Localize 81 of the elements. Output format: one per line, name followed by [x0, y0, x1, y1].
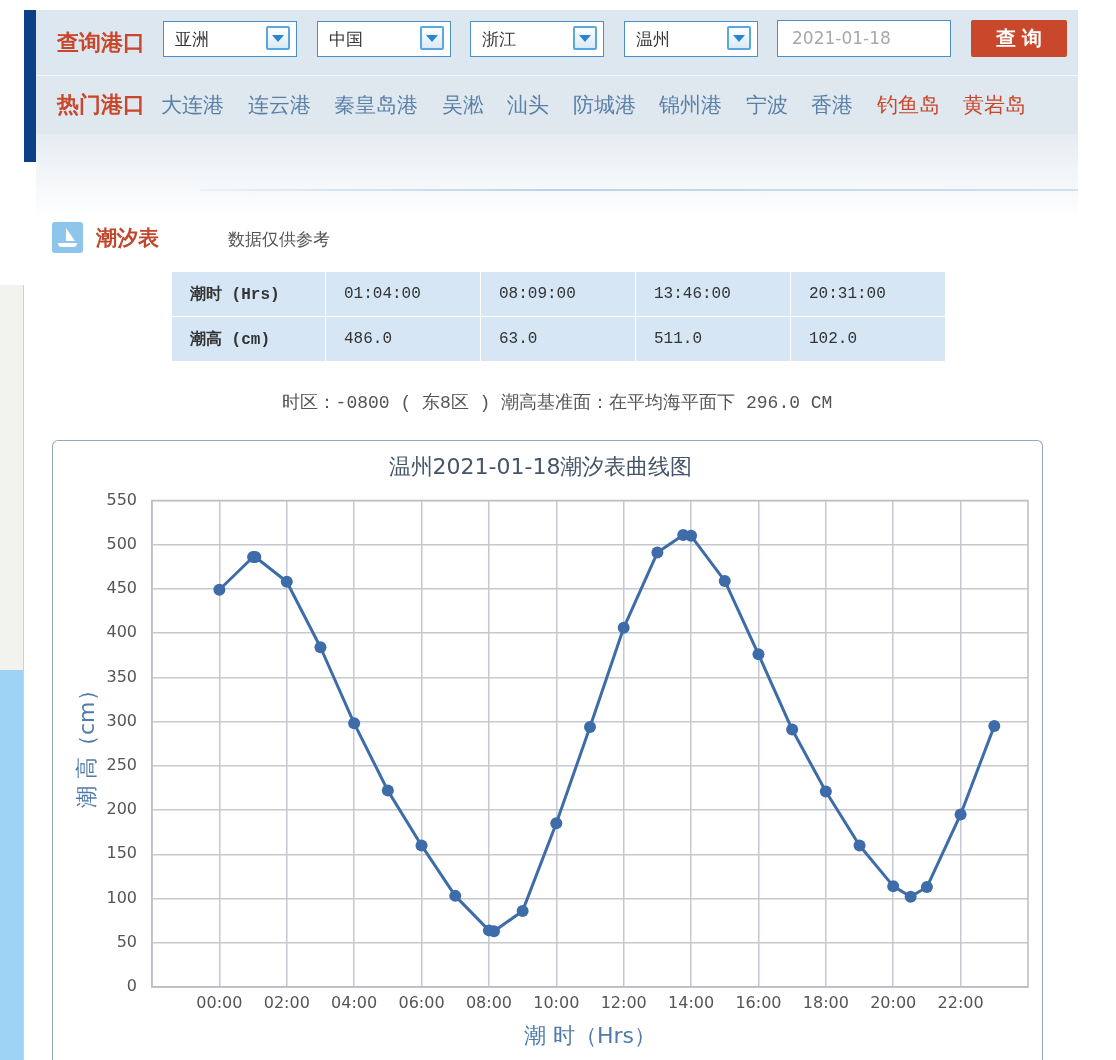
point: [954, 808, 967, 821]
x-tick-label: 10:00: [533, 992, 580, 1012]
text: 连云港: [247, 92, 311, 119]
point: [584, 720, 596, 733]
point: [718, 574, 731, 587]
text: 大连港: [161, 92, 224, 119]
x-tick-label: 00:00: [196, 992, 243, 1012]
text: 数据仅供参考: [228, 228, 330, 251]
y-tick-label: 100: [106, 887, 137, 907]
x-tick-label: 02:00: [263, 992, 310, 1012]
x-tick-label: 06:00: [398, 992, 445, 1012]
date-field: 2021-01-18: [777, 20, 951, 57]
point: [988, 720, 1001, 733]
y-tick-label: 450: [106, 578, 137, 598]
text: 黄岩岛: [963, 92, 1026, 119]
y-tick-label: 300: [106, 710, 137, 730]
point: [786, 723, 799, 736]
search-button: 查询: [971, 20, 1067, 57]
text: 102.0: [790, 316, 946, 362]
y-tick-label: 200: [106, 799, 137, 819]
text: 486.0: [325, 316, 481, 362]
text: 时区：-0800 ( 东8区 ) 潮高基准面：在平均海平面下 296.0 CM: [280, 392, 834, 415]
point: [348, 717, 361, 730]
text: 01:04:00: [325, 271, 481, 317]
x-tick-label: 16:00: [735, 992, 782, 1012]
text: 防城港: [572, 92, 636, 119]
text: 秦皇岛港: [334, 92, 418, 119]
dropdown-field: 亚洲: [163, 21, 297, 57]
point: [516, 904, 529, 917]
y-axis-title: 潮 高（cm）: [73, 679, 99, 808]
y-tick-label: 500: [106, 533, 137, 553]
text: 511.0: [635, 316, 791, 362]
text: 63.0: [480, 316, 636, 362]
text: 吴淞: [441, 92, 484, 119]
point: [381, 784, 394, 797]
point: [280, 575, 293, 588]
x-tick-label: 18:00: [802, 992, 849, 1012]
text: 汕头: [507, 92, 549, 119]
point: [314, 641, 327, 654]
text: 热门港口: [57, 91, 145, 119]
text: 香港: [811, 92, 853, 119]
text: 潮高 (cm): [171, 316, 326, 362]
text: 查询港口: [57, 29, 145, 57]
point: [887, 880, 900, 893]
y-tick-label: 0: [126, 976, 137, 996]
y-tick-label: 400: [106, 622, 137, 642]
point: [819, 785, 832, 798]
text: 13:46:00: [635, 271, 791, 317]
text: 宁波: [745, 92, 788, 119]
x-tick-label: 22:00: [937, 992, 984, 1012]
text: 08:09:00: [480, 271, 636, 317]
y-tick-label: 350: [106, 666, 137, 686]
point: [617, 621, 630, 634]
chart-title: 温州2021-01-18潮汐表曲线图: [388, 453, 693, 479]
y-tick-label: 150: [106, 843, 137, 863]
point: [904, 890, 917, 903]
dropdown-field: 温州: [623, 21, 758, 57]
x-tick-label: 12:00: [600, 992, 647, 1012]
x-tick-label: 08:00: [465, 992, 512, 1012]
point: [213, 583, 226, 596]
x-tick-label: 04:00: [331, 992, 378, 1012]
text: 锦州港: [659, 92, 722, 119]
point: [449, 889, 462, 902]
point: [651, 546, 664, 559]
dropdown-field: 浙江: [470, 21, 604, 57]
x-tick-label: 20:00: [870, 992, 917, 1012]
x-tick-label: 14:00: [668, 992, 715, 1012]
dropdown-field: 中国: [316, 21, 451, 57]
point: [550, 817, 563, 830]
y-tick-label: 550: [106, 489, 137, 509]
text: 20:31:00: [790, 271, 946, 317]
text: 潮时 (Hrs): [171, 271, 326, 317]
point: [752, 648, 765, 661]
x-axis-title: 潮 时（Hrs）: [523, 1022, 657, 1048]
y-tick-label: 250: [106, 754, 137, 774]
point: [920, 881, 933, 894]
text: 潮汐表: [96, 225, 159, 252]
y-tick-label: 50: [116, 931, 137, 951]
point: [853, 839, 866, 852]
text: 钓鱼岛: [876, 92, 940, 119]
point: [415, 839, 428, 852]
